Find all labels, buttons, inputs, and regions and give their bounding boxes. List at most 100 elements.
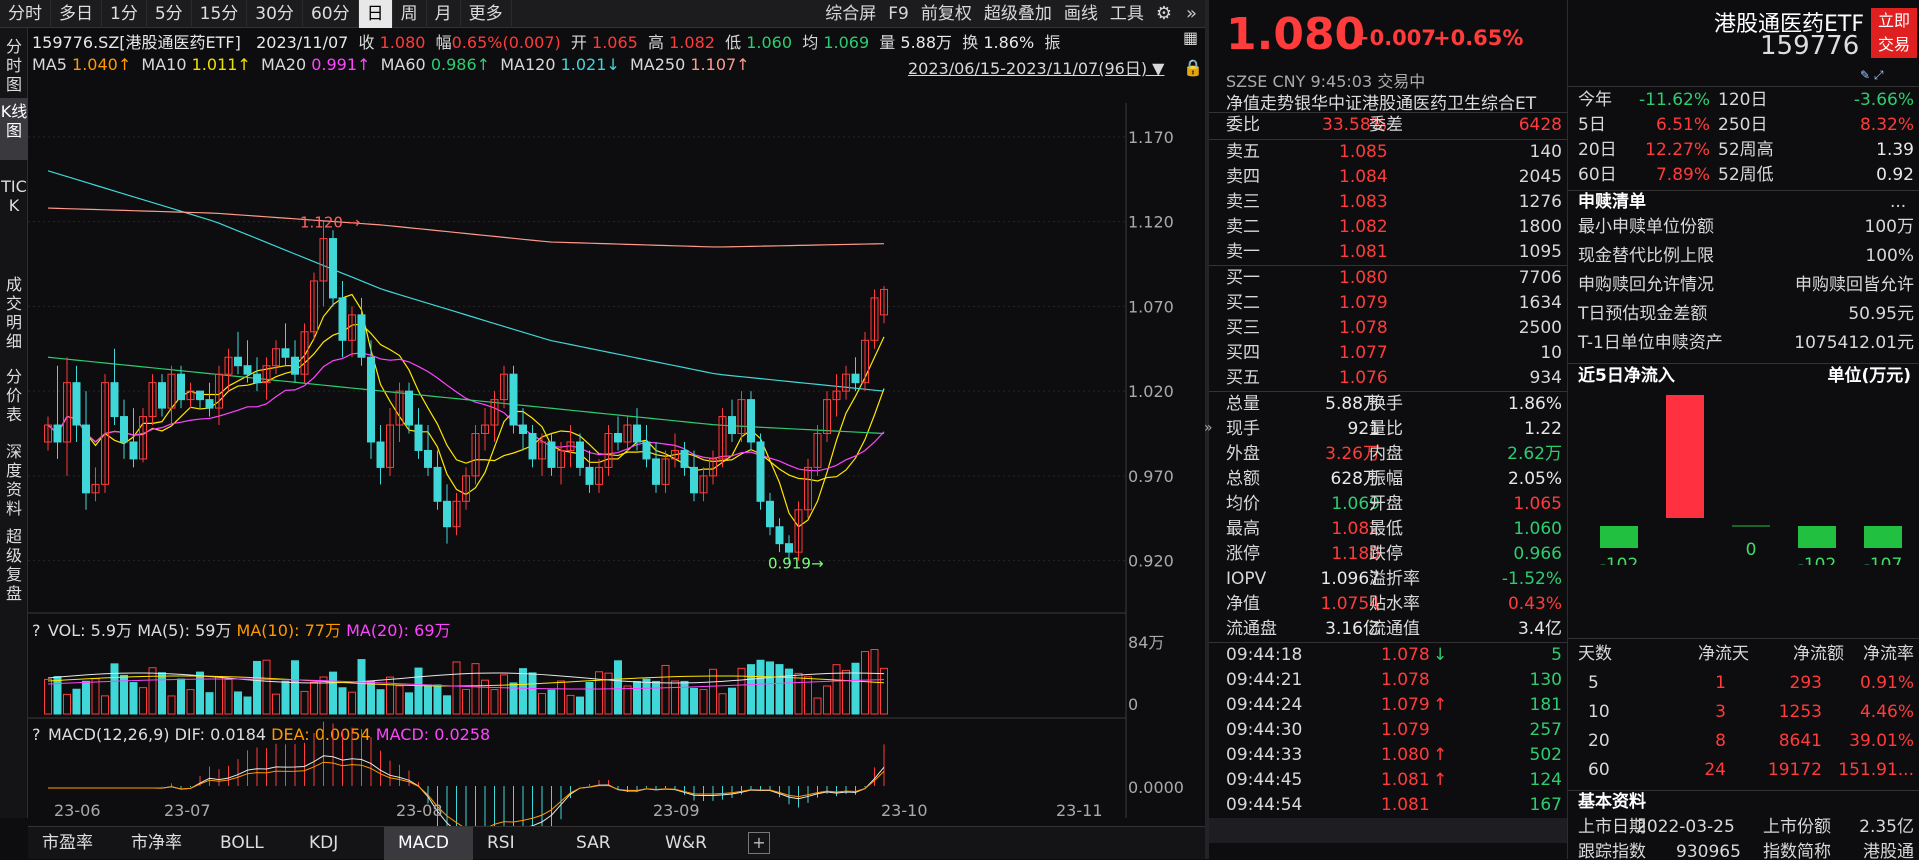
level-volume: 2500 [1518,318,1562,338]
flow-col-header: 净流额 [1793,644,1844,664]
volume-bar [129,682,138,715]
lock-icon[interactable]: 🔒 [1183,58,1203,77]
toolbar-item-5[interactable]: 工具 [1109,3,1144,24]
ask-row[interactable]: 卖一 1.081 1095 [1226,240,1562,265]
date-tick: 23-07 [164,801,211,820]
bid-row[interactable]: 买四 1.077 10 [1226,341,1562,366]
candle [395,390,404,426]
sidebar-item-5[interactable]: 深度资料 [5,442,22,518]
indicator-tab-1[interactable]: 市净率 [131,832,182,853]
sidebar-item-2[interactable]: TICK [1,177,27,215]
flow-rate: 0.91% [1859,673,1914,693]
ask-row[interactable]: 卖三 1.083 1276 [1226,190,1562,215]
candle [642,441,651,460]
stat-row: 现手 921 量比 1.22 [1226,417,1562,442]
perf-label: 20日 [1578,140,1617,160]
tab-period-2[interactable]: 1分 [102,0,147,28]
volume-bar [443,695,451,715]
volume-bar [614,660,622,715]
tick-price: 1.078 [1381,645,1430,665]
gear-icon[interactable]: ⚙ [1155,3,1172,24]
candle [509,373,518,426]
volume-bar [101,695,109,715]
bid-row[interactable]: 买五 1.076 934 [1226,366,1562,391]
volume-bar [756,659,765,715]
perf-value: 7.89% [1655,165,1710,185]
indicator-tab-0[interactable]: 市盈率 [42,832,93,853]
tab-period-10[interactable]: 更多 [461,0,512,28]
tab-period-1[interactable]: 多日 [51,0,102,28]
ask-row[interactable]: 卖四 1.084 2045 [1226,165,1562,190]
bid-row[interactable]: 买一 1.080 7706 [1226,266,1562,291]
add-indicator-button[interactable]: + [748,832,770,854]
basic-row: 上市日期 2022-03-25 上市份额 2.35亿 [1578,815,1914,840]
stat-label: 现手 [1226,419,1260,439]
indicator-tab-5[interactable]: RSI [487,832,515,853]
candle [462,475,470,502]
indicator-tab-2[interactable]: BOLL [220,832,264,853]
sidebar-item-0[interactable]: 分时图 [5,37,22,94]
sg-label: 最小申赎单位份额 [1578,217,1714,237]
tab-period-6[interactable]: 60分 [303,0,359,28]
stat-value: 1.180 [1331,544,1380,564]
toolbar-item-0[interactable]: 综合屏 [825,3,877,24]
candle [737,399,746,435]
indicator-tab-7[interactable]: W&R [665,832,707,853]
collapse-icon[interactable]: » [1185,3,1197,24]
indicator-tab-3[interactable]: KDJ [309,832,339,853]
volume-bar [177,678,185,715]
indicator-tab-4[interactable]: MACD [384,826,473,860]
candle [414,424,423,451]
trade-now-button[interactable]: 立即 交易 [1871,8,1917,58]
sidebar-item-4[interactable]: 分价表 [5,367,22,424]
perf-label: 今年 [1578,90,1612,110]
ask-row[interactable]: 卖五 1.085 140 [1226,140,1562,165]
tab-period-3[interactable]: 5分 [147,0,192,28]
toolbar-item-3[interactable]: 超级叠加 [983,3,1052,24]
nav-marquee[interactable]: 净值走势银华中证港股通医药卫生综合ET [1226,94,1537,114]
candle [215,373,223,409]
tab-period-0[interactable]: 分时 [0,0,51,28]
tab-period-7[interactable]: 日 [358,0,393,28]
flow-bar [1864,526,1902,548]
tab-period-5[interactable]: 30分 [247,0,303,28]
sg-more[interactable]: ... [1890,192,1907,212]
stat-label: 换手 [1369,394,1403,414]
basic-label: 指数简称 [1763,842,1831,859]
edit-icon[interactable]: ✎ ⤢ [1860,68,1884,82]
bid-row[interactable]: 买二 1.079 1634 [1226,291,1562,316]
macd-legend: MACD(12,26,9) DIF: 0.0184 DEA: 0.0054 MA… [48,725,490,744]
sidebar-item-3[interactable]: 成交明细 [5,275,22,351]
tab-period-8[interactable]: 周 [393,0,427,28]
panel-divider[interactable]: » [1204,0,1213,859]
volume-bar [433,684,442,715]
sidebar-item-6[interactable]: 超级复盘 [5,527,22,603]
bid-row[interactable]: 买三 1.078 2500 [1226,316,1562,341]
basic-label: 上市日期 [1578,817,1646,837]
toolbar-item-1[interactable]: F9 [888,3,909,24]
sidebar-item-1[interactable]: K线图 [0,98,28,160]
perf-value: -3.66% [1853,90,1914,110]
date-range[interactable]: 2023/06/15-2023/11/07(96日) ▼ [908,59,1165,78]
tick-price: 1.081 [1381,795,1430,815]
indicator-tab-6[interactable]: SAR [576,832,611,853]
volume-bar [832,664,841,715]
candle [338,297,347,341]
tab-period-4[interactable]: 15分 [192,0,248,28]
volume-bar [585,682,594,715]
stat-label: 开盘 [1369,494,1403,514]
volume-bar [747,664,755,715]
candle [329,238,337,299]
kline-svg[interactable]: 1.170 1.120 1.070 1.020 0.970 0.920 1.120 → 0.9… [28,28,1205,826]
toolbar-item-4[interactable]: 画线 [1063,3,1098,24]
stat-value: 921 [1347,419,1380,439]
volume-bar [120,674,128,715]
toolbar-item-2[interactable]: 前复权 [920,3,972,24]
tab-period-9[interactable]: 月 [427,0,461,28]
ask-row[interactable]: 卖二 1.082 1800 [1226,215,1562,240]
grid-icon[interactable]: ▦ [1183,28,1199,47]
volume-bar [139,687,147,715]
last-price: 1.080 [1226,9,1366,60]
tick-time: 09:44:54 [1226,795,1303,815]
tick-volume: 167 [1529,795,1562,815]
